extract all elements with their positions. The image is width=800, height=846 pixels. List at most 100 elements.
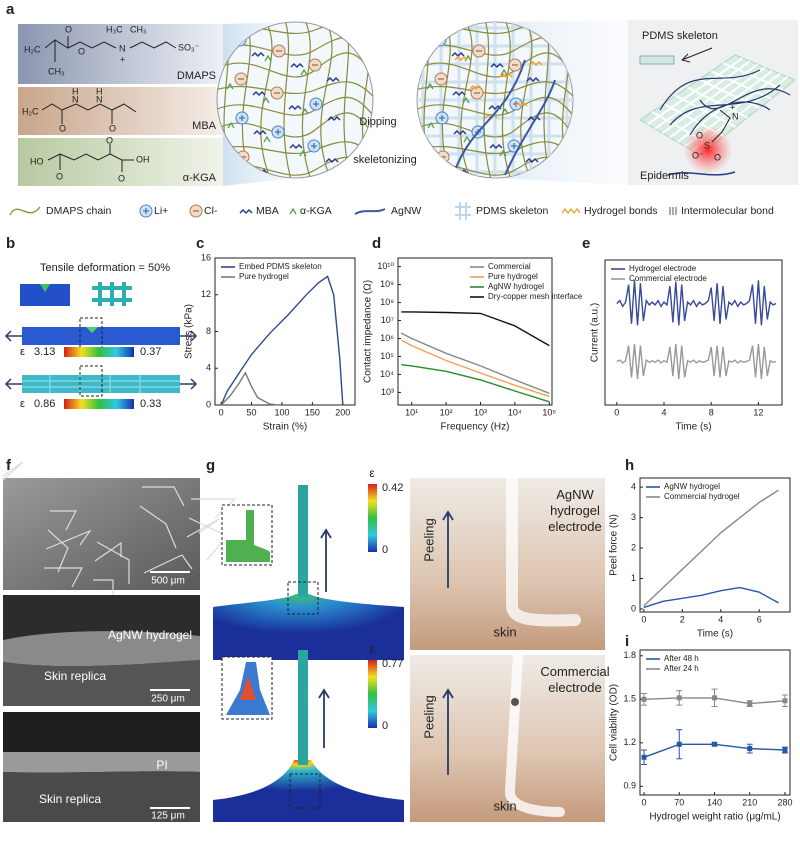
molecule-box xyxy=(18,87,223,135)
x-tick-label: 100 xyxy=(274,407,289,417)
skeleton-line xyxy=(698,78,760,110)
marker xyxy=(711,741,717,747)
legend-icon xyxy=(239,208,253,215)
y-tick-label: 4 xyxy=(206,363,211,373)
mba-icon xyxy=(288,104,302,111)
network-circle xyxy=(216,21,374,179)
marker xyxy=(676,695,682,701)
x-tick-label: 10⁵ xyxy=(542,407,556,417)
legend-label: Hydrogel electrode xyxy=(629,264,697,273)
strip xyxy=(22,375,180,393)
polymer-chain xyxy=(301,22,312,178)
x-tick-label: 0 xyxy=(642,797,647,807)
kga-icon xyxy=(427,121,435,129)
skeleton-line xyxy=(722,62,784,91)
crack xyxy=(139,505,177,549)
chart: 10¹ 10² 10³ 10⁴ 10⁵ 10³ 10⁴ 10⁵ 10⁶ 10⁷ 10⁸ 10⁹ 10¹⁰… xyxy=(363,257,583,433)
y-tick-label: 0 xyxy=(206,399,211,409)
scale-bars xyxy=(150,571,190,809)
sem-layer xyxy=(3,660,200,706)
panel-label: f xyxy=(6,457,12,474)
skeleton-schematic: N + S O O O⁻ PDMS skeleton Epidermis xyxy=(628,20,798,185)
x-tick-label: 0 xyxy=(614,407,619,417)
crack xyxy=(143,554,193,574)
legend-label: Pure hydrogel xyxy=(239,272,289,281)
legend-label: PDMS skeleton xyxy=(476,205,549,217)
atom: N xyxy=(72,94,79,104)
zoom-box xyxy=(79,365,103,397)
polymer-chain xyxy=(520,22,533,178)
series-line xyxy=(220,371,279,406)
y-axis-title: Cell viability (OD) xyxy=(609,684,620,761)
mba-icon xyxy=(251,51,265,58)
action-label: Peeling xyxy=(421,695,436,738)
polymer-chain xyxy=(417,81,573,99)
marker xyxy=(747,701,753,707)
hydrogel-bond xyxy=(514,101,528,108)
atom: + xyxy=(120,54,125,64)
atom: O xyxy=(78,46,85,56)
inset-sim xyxy=(226,510,270,562)
colorbar-max: 0.86 xyxy=(34,398,55,410)
atom: O⁻ xyxy=(692,150,704,160)
y-tick-label: 10⁵ xyxy=(380,351,394,361)
glow xyxy=(684,126,732,174)
atom: HO xyxy=(30,156,44,166)
y-tick-label: 1.5 xyxy=(623,694,636,704)
g-texts: ε 0.42 0 ε 0.77 0 Peeling AgNW hydrogel electrode… xyxy=(368,466,610,813)
sem-layer xyxy=(3,752,200,773)
panel-title: Tensile deformation = 50% xyxy=(40,262,170,274)
colorbar-symbol: ε xyxy=(20,398,25,410)
surface-label: skin xyxy=(493,798,516,813)
series-line xyxy=(616,280,777,326)
mba-icon xyxy=(453,129,467,136)
peel-arrow xyxy=(442,510,454,775)
x-axis-title: Hydrogel weight ratio (μg/mL) xyxy=(649,812,780,823)
y-tick-label: 3 xyxy=(631,512,636,522)
sim-stem xyxy=(298,650,308,765)
y-tick-label: 1 xyxy=(631,573,636,583)
kga-icon xyxy=(300,68,308,76)
x-tick-label: 10² xyxy=(440,407,453,417)
sim-substrate xyxy=(213,760,404,822)
atoms: H₂C CH₃ O O H₃C CH₃ N + SO₃⁻ H₂C O N H N… xyxy=(22,24,200,183)
y-tick-label: 10¹⁰ xyxy=(377,261,394,271)
y-tick-label: 10⁶ xyxy=(380,333,394,343)
x-tick-label: 210 xyxy=(742,797,757,807)
y-tick-label: 10³ xyxy=(381,387,394,397)
y-axis-title: Stress (kPa) xyxy=(184,304,195,359)
crack xyxy=(2,461,24,481)
electrode-label: Commercial electrode xyxy=(540,664,609,695)
atom: SO₃⁻ xyxy=(178,42,200,52)
electrode xyxy=(504,650,565,817)
crack xyxy=(50,510,77,531)
panel-a: H₂C CH₃ O O H₃C CH₃ N + SO₃⁻ H₂C O N H N… xyxy=(9,20,798,220)
legend-icon xyxy=(9,206,41,216)
step-label: skeletonizing xyxy=(353,154,417,166)
electrode xyxy=(506,472,581,627)
marker xyxy=(782,747,788,753)
legend-label: Cl- xyxy=(204,205,218,217)
atom: H₂C xyxy=(22,106,39,116)
atom: O xyxy=(714,152,721,162)
x-axis-title: Time (s) xyxy=(697,629,733,640)
x-tick-label: 200 xyxy=(335,407,350,417)
crack xyxy=(142,486,185,507)
strip-hot xyxy=(86,327,98,333)
x-axis-title: Time (s) xyxy=(675,422,711,433)
series-line xyxy=(401,364,550,403)
polymer-chain xyxy=(460,22,473,178)
atom: O xyxy=(106,135,113,145)
y-tick-label: 10⁴ xyxy=(380,369,394,379)
ion-sign xyxy=(311,143,317,149)
y-tick-label: 0.9 xyxy=(623,781,636,791)
ion-sign xyxy=(239,115,245,121)
panel-label: g xyxy=(206,457,215,474)
atom: N xyxy=(732,111,739,121)
skeleton-line xyxy=(669,66,766,139)
hydrogel-bond xyxy=(454,55,468,62)
colorbar-min: 0.37 xyxy=(140,346,161,358)
x-tick-label: 50 xyxy=(247,407,257,417)
atom: O xyxy=(109,123,116,133)
sem-layer xyxy=(3,631,200,667)
